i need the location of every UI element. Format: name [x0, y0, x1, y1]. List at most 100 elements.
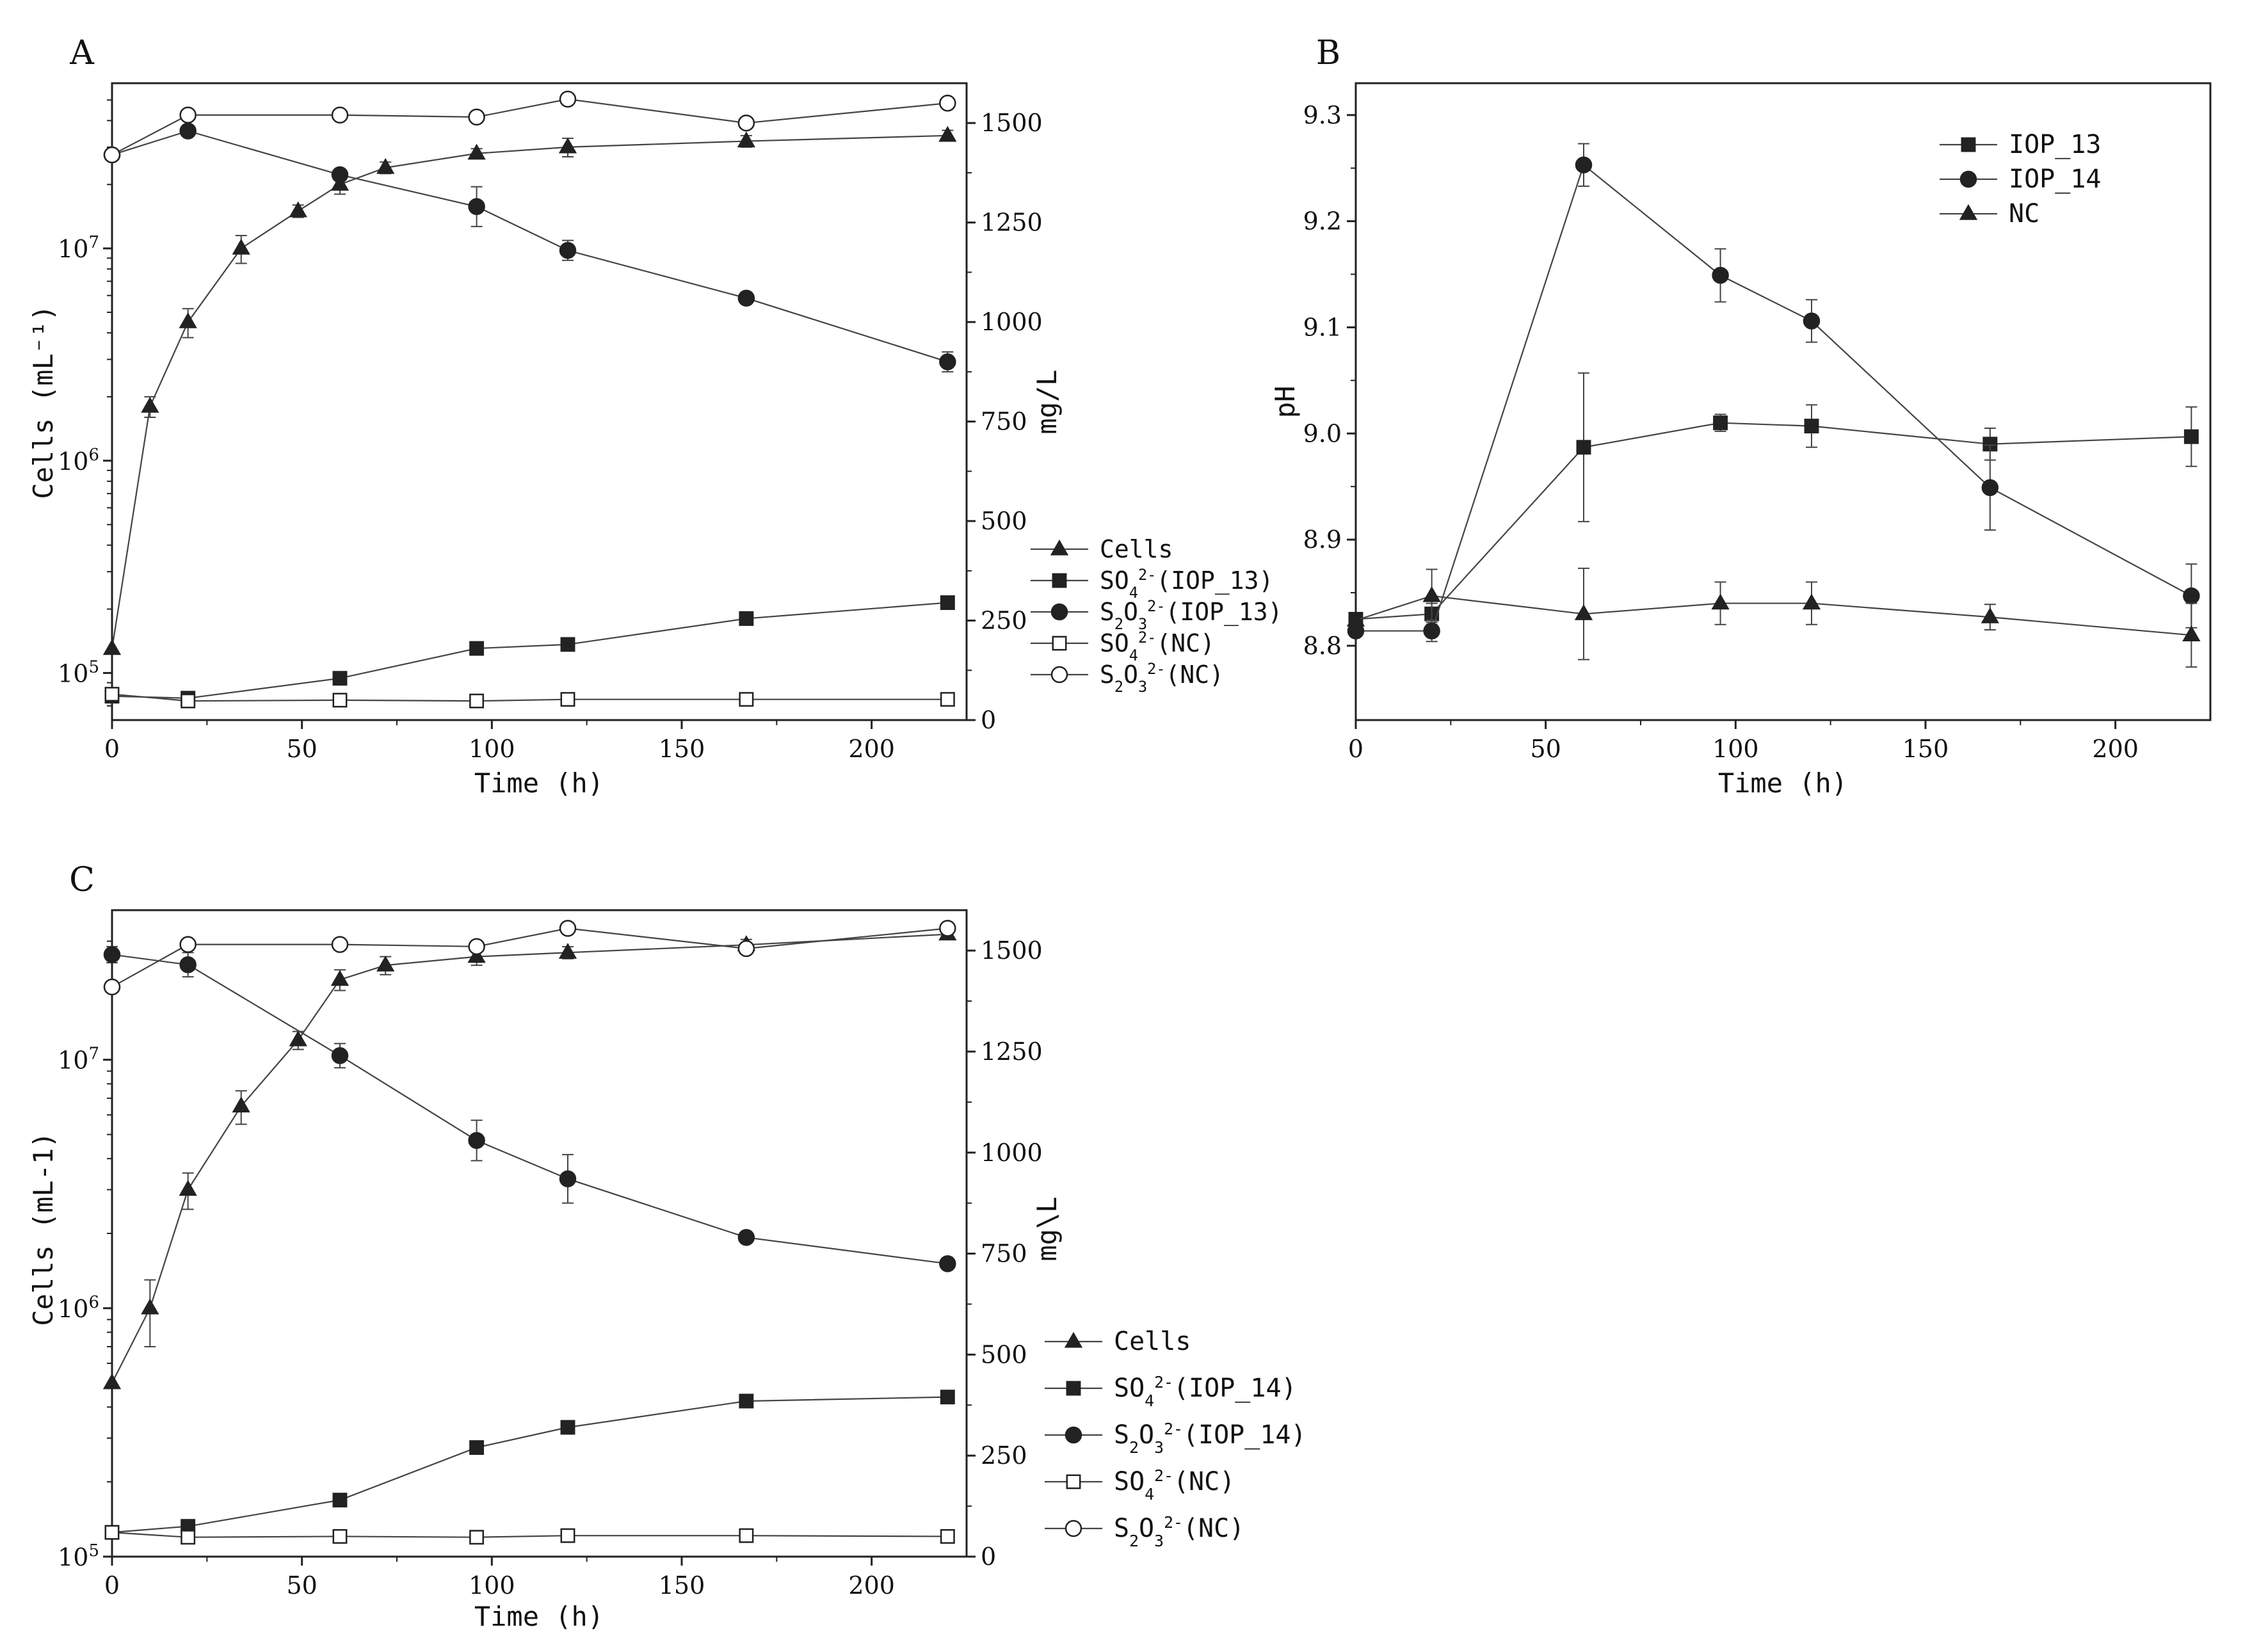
y-left-tick-label: 8.9: [1303, 525, 1342, 554]
data-point: [559, 90, 577, 108]
legend-label: S2O32-(NC): [1100, 660, 1224, 696]
data-point: [1711, 593, 1730, 610]
data-point: [179, 956, 197, 974]
legend-marker: [1050, 539, 1069, 556]
legend-marker: [1050, 603, 1068, 621]
data-point: [232, 238, 250, 255]
data-point: [2182, 625, 2201, 641]
y-right-tick-label: 750: [981, 1240, 1027, 1268]
data-point: [737, 1229, 755, 1246]
x-tick-label: 150: [659, 1571, 705, 1600]
data-point: [181, 693, 196, 709]
series-line: [1356, 163, 2192, 632]
y-right-tick-label: 0: [981, 706, 996, 734]
tick-exponent: 6: [88, 445, 99, 465]
series-0: Cells: [102, 924, 1191, 1390]
x-axis-label: Time (h): [1718, 767, 1847, 799]
data-point: [940, 1390, 955, 1405]
data-point: [330, 970, 350, 986]
data-point: [179, 106, 197, 124]
y-left-tick-label: 9.1: [1303, 313, 1342, 341]
panel-label: A: [69, 34, 95, 72]
legend-label: Cells: [1100, 535, 1173, 563]
legend-label-part: SO: [1100, 629, 1129, 657]
x-tick-label: 0: [1348, 735, 1363, 763]
y-right-tick-label: 1250: [981, 1038, 1043, 1066]
legend-label-part: Cells: [1100, 535, 1173, 563]
series-1: SO42-(IOP_13): [104, 566, 1273, 706]
legend-label-part: (NC): [1173, 1467, 1235, 1496]
data-point: [181, 1530, 196, 1545]
data-point: [558, 943, 577, 959]
data-point: [332, 1528, 348, 1544]
y-right-tick-label: 500: [981, 1340, 1027, 1368]
data-point: [289, 1030, 307, 1047]
tick-base: 10: [58, 659, 88, 687]
legend-label-part: SO: [1114, 1467, 1145, 1496]
y-right-tick-label: 1250: [981, 209, 1043, 237]
x-tick-label: 100: [1712, 735, 1759, 763]
legend-label-part: SO: [1114, 1374, 1145, 1403]
y-right-tick-label: 250: [981, 607, 1027, 635]
data-point: [468, 108, 485, 126]
data-point: [1981, 479, 1999, 497]
series-2: S2O32-(IOP_13): [103, 122, 1283, 633]
legend-label-part: O: [1123, 598, 1138, 626]
y-left-axis-label: Cells (mL-1): [28, 1132, 59, 1326]
legend-label-part: (IOP_13): [1156, 566, 1273, 595]
legend-label: S2O32-(NC): [1114, 1513, 1244, 1550]
data-point: [1712, 266, 1729, 284]
data-point: [1423, 622, 1440, 639]
data-point: [939, 94, 956, 112]
legend-label-part: O: [1139, 1514, 1154, 1543]
data-point: [938, 125, 957, 142]
legend-label-part: O: [1139, 1420, 1154, 1450]
data-point: [2183, 587, 2200, 605]
data-point: [376, 157, 395, 174]
data-point: [141, 396, 159, 413]
data-point: [737, 289, 755, 307]
data-point: [102, 1373, 122, 1390]
x-axis-label: Time (h): [474, 1601, 604, 1632]
data-point: [103, 978, 121, 996]
data-point: [1802, 593, 1821, 610]
legend-label-part: 2-: [1147, 597, 1165, 615]
plot-frame: [111, 82, 968, 721]
tick-exponent: 7: [88, 233, 99, 252]
legend-label-part: 2-: [1138, 566, 1156, 584]
series-0: Cells: [102, 125, 1173, 655]
legend-marker: [1050, 666, 1068, 684]
series-line: [111, 1532, 948, 1538]
data-point: [468, 198, 485, 216]
data-point: [179, 312, 197, 328]
legend-label-part: 3: [1154, 1438, 1164, 1457]
data-point: [739, 1528, 754, 1543]
y-left-tick-label: 105: [58, 657, 99, 687]
plot-frame: [111, 909, 968, 1558]
data-point: [739, 1393, 754, 1409]
data-point: [232, 1096, 250, 1112]
x-tick-label: 50: [1530, 735, 1561, 763]
x-tick-label: 100: [469, 1571, 515, 1600]
x-tick-label: 150: [659, 735, 705, 763]
data-point: [332, 671, 348, 686]
data-point: [332, 693, 348, 708]
legend-label-part: (NC): [1156, 629, 1215, 657]
tick-base: 10: [58, 1047, 88, 1075]
series-line: [1355, 422, 2192, 620]
x-tick-label: 200: [848, 735, 895, 763]
data-point: [468, 1132, 485, 1150]
data-point: [469, 1530, 485, 1545]
legend-label-part: 3: [1138, 678, 1147, 696]
legend-label-part: 2: [1129, 1532, 1139, 1550]
legend-marker: [1066, 1474, 1081, 1489]
y-left-tick-label: 9.2: [1303, 207, 1342, 236]
data-point: [469, 641, 485, 656]
tick-exponent: 6: [88, 1293, 99, 1312]
legend-label-part: 4: [1145, 1485, 1154, 1504]
y-left-tick-label: 9.0: [1303, 419, 1342, 447]
data-point: [560, 637, 575, 652]
y-left-tick-label: 107: [58, 1045, 99, 1075]
y-left-tick-label: 107: [58, 233, 99, 263]
